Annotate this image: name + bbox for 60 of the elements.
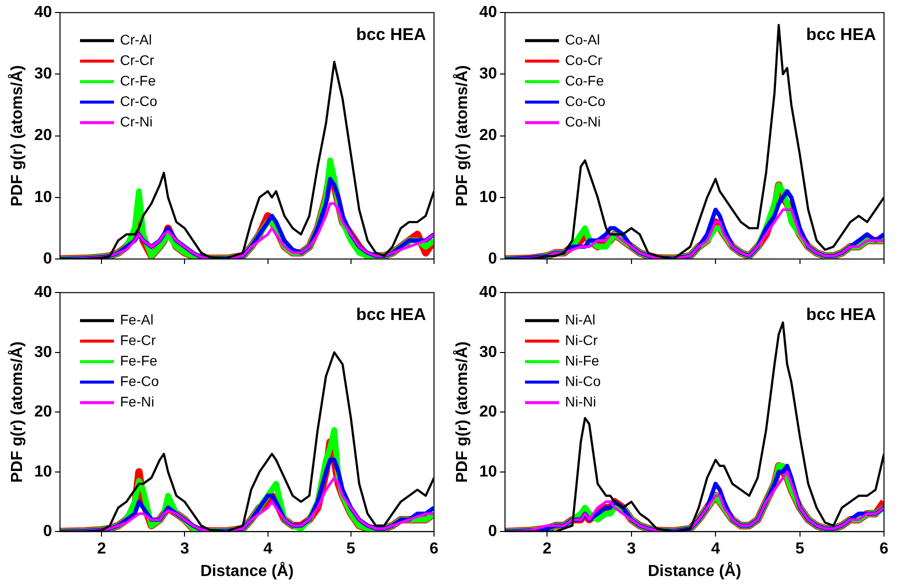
legend-label: Ni-Al: [564, 311, 596, 328]
y-tick-label: 10: [479, 188, 498, 206]
x-tick-label: 6: [880, 540, 889, 558]
y-tick-label: 30: [479, 66, 498, 83]
y-axis-title: PDF g(r) (atoms/Å): [452, 65, 472, 206]
y-tick-label: 40: [479, 4, 498, 22]
x-tick-label: 2: [542, 540, 552, 558]
y-tick-label: 20: [479, 127, 498, 144]
x-tick-label: 4: [263, 540, 272, 558]
x-tick-label: 3: [626, 540, 636, 558]
y-tick-label: 20: [34, 404, 52, 421]
y-tick-label: 40: [34, 4, 52, 22]
y-tick-label: 0: [488, 250, 498, 268]
legend-label: Co-Co: [564, 92, 606, 109]
legend-label: Fe-Ni: [120, 393, 154, 410]
y-tick-label: 30: [479, 344, 498, 361]
legend-label: Fe-Fe: [120, 352, 158, 368]
y-axis-title: PDF g(r) (atoms/Å): [7, 65, 26, 206]
legend-label: Co-Cr: [564, 52, 603, 68]
y-tick-label: 20: [479, 404, 498, 421]
x-tick-label: 5: [346, 540, 356, 558]
x-tick-label: 6: [430, 540, 439, 558]
y-tick-label: 30: [34, 344, 52, 361]
y-tick-label: 0: [43, 523, 52, 540]
legend-label: Co-Ni: [564, 113, 601, 130]
y-tick-label: 20: [34, 127, 52, 144]
y-axis-title: PDF g(r) (atoms/Å): [7, 341, 26, 483]
x-tick-label: 4: [711, 540, 720, 558]
legend-label: Fe-Cr: [120, 332, 156, 348]
y-tick-label: 40: [479, 284, 498, 302]
legend-label: Cr-Al: [120, 31, 152, 48]
legend-label: Co-Fe: [564, 72, 604, 88]
y-tick-label: 10: [34, 188, 52, 206]
x-axis-title: Distance (Å): [200, 560, 294, 580]
x-tick-label: 5: [795, 540, 804, 558]
y-tick-label: 10: [479, 463, 498, 480]
y-tick-label: 40: [34, 284, 52, 302]
annotation: bcc HEA: [356, 304, 426, 324]
legend-label: Ni-Ni: [564, 393, 596, 410]
y-tick-label: 0: [488, 523, 498, 540]
y-tick-label: 10: [34, 463, 52, 480]
legend-label: Ni-Fe: [564, 352, 600, 368]
annotation: bcc HEA: [356, 24, 426, 44]
annotation: bcc HEA: [806, 304, 876, 324]
legend-label: Ni-Co: [564, 372, 601, 389]
legend-label: Co-Al: [564, 31, 600, 48]
annotation: bcc HEA: [806, 24, 876, 44]
y-tick-label: 30: [34, 66, 52, 83]
legend-label: Cr-Cr: [120, 52, 155, 68]
legend-label: Fe-Co: [120, 372, 160, 389]
legend-label: Cr-Co: [120, 92, 158, 109]
legend-label: Cr-Fe: [120, 72, 156, 88]
legend-label: Fe-Al: [120, 311, 154, 328]
y-tick-label: 0: [43, 250, 52, 268]
x-tick-label: 2: [97, 540, 106, 558]
x-tick-label: 3: [180, 540, 190, 558]
legend-label: Cr-Ni: [120, 113, 153, 130]
legend-label: Ni-Cr: [564, 332, 598, 348]
y-axis-title: PDF g(r) (atoms/Å): [452, 341, 472, 483]
x-axis-title: Distance (Å): [648, 560, 742, 580]
